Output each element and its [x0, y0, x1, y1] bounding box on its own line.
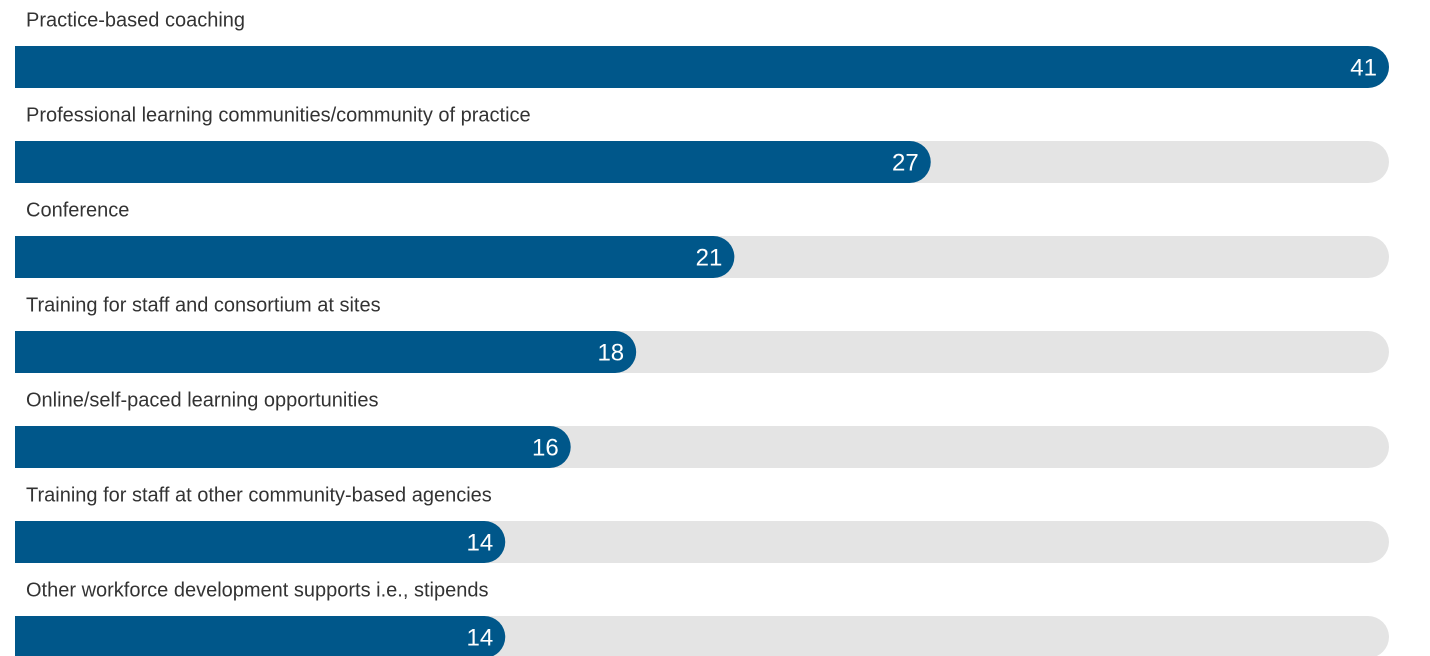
- bar: [15, 46, 1389, 88]
- value-label: 27: [892, 149, 919, 176]
- value-label: 18: [597, 339, 624, 366]
- bar: [15, 141, 931, 183]
- bar: [15, 331, 637, 373]
- category-label: Other workforce development supports i.e…: [26, 579, 488, 601]
- value-label: 21: [696, 244, 723, 271]
- category-label: Practice-based coaching: [26, 9, 245, 31]
- bar: [15, 236, 735, 278]
- category-label: Training for staff and consortium at sit…: [26, 294, 381, 316]
- category-label: Training for staff at other community-ba…: [26, 484, 492, 506]
- bar: [15, 426, 571, 468]
- category-label: Conference: [26, 199, 129, 221]
- bar: [15, 616, 506, 656]
- value-label: 14: [467, 529, 494, 556]
- value-label: 41: [1350, 54, 1377, 81]
- bar: [15, 521, 506, 563]
- category-label: Professional learning communities/commun…: [26, 104, 531, 126]
- value-label: 14: [467, 624, 494, 651]
- category-label: Online/self-paced learning opportunities: [26, 389, 378, 411]
- value-label: 16: [532, 434, 559, 461]
